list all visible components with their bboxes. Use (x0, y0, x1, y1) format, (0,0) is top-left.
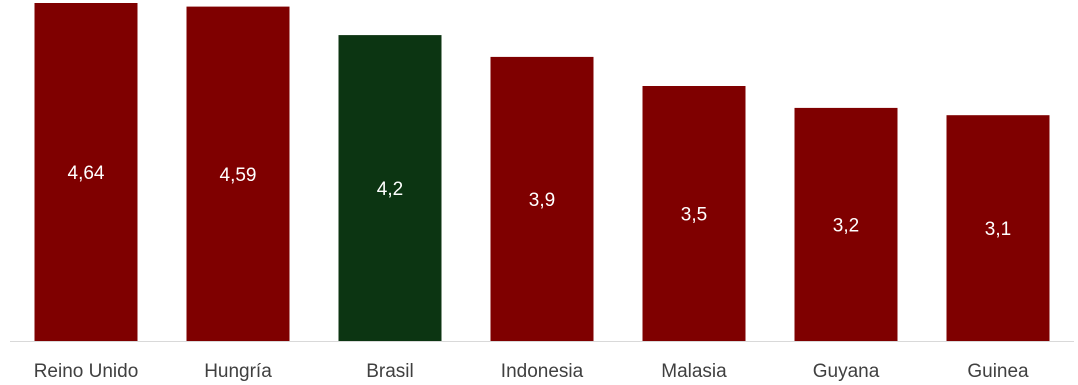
bar-guyana (794, 107, 898, 342)
bar-malasia (642, 86, 746, 341)
value-label: 4,64 (68, 163, 105, 184)
bars-layer (34, 3, 1050, 342)
value-label: 4,2 (377, 179, 403, 200)
bar-brasil (338, 35, 442, 341)
bar-hungría (186, 6, 290, 341)
category-label: Reino Unido (34, 361, 139, 382)
value-label: 3,1 (985, 219, 1011, 240)
value-label: 3,2 (833, 215, 859, 236)
category-label: Indonesia (501, 361, 584, 382)
category-label: Brasil (366, 361, 414, 382)
category-label: Hungría (204, 361, 272, 382)
bar-guinea (946, 115, 1050, 341)
category-label: Guyana (813, 361, 880, 382)
bar-reino-unido (34, 3, 138, 341)
value-label: 3,5 (681, 205, 707, 226)
bar-indonesia (490, 56, 594, 342)
value-label: 3,9 (529, 190, 555, 211)
category-labels-layer: Reino Unido Hungría Brasil Indonesia Malasia… (34, 361, 1029, 382)
category-label: Guinea (967, 361, 1029, 382)
value-labels-layer: 4,64 4,59 4,2 3,9 3,5 3,2 3,1 (68, 163, 1012, 240)
category-label: Malasia (661, 361, 727, 382)
value-label: 4,59 (220, 165, 257, 186)
